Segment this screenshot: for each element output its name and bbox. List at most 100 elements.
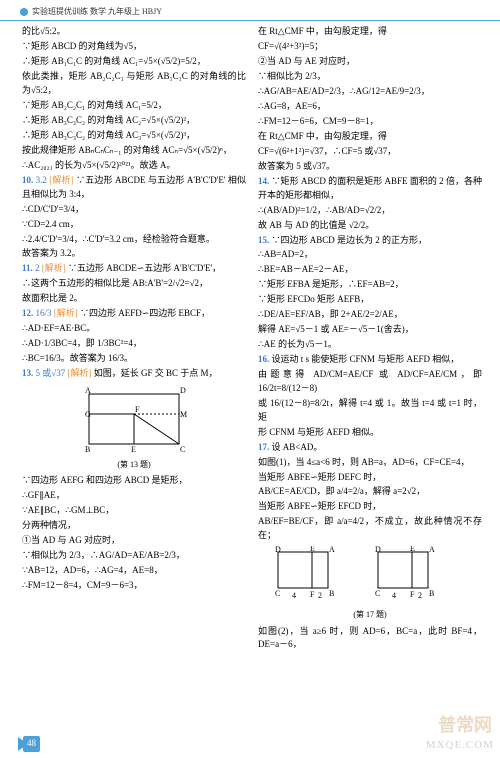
svg-text:B: B <box>329 589 334 598</box>
text: 设运动 t s 能使矩形 CFNM 与矩形 AEFD 相似， <box>272 354 460 364</box>
text-line: ∴BE=AB－AE=2－AE， <box>258 263 482 277</box>
text-line: ∴FM=12－8=4，CM=9－6=3， <box>22 579 246 593</box>
page-number: 48 <box>18 736 40 752</box>
text-line: 分两种情况， <box>22 519 246 533</box>
figure-17-label: (第 17 题) <box>258 609 482 621</box>
lbl-A: A <box>85 386 91 395</box>
text-line: ∵CD=2.4 cm， <box>22 218 246 232</box>
page-header: 实验班提优训练 数学 九年级上 HBJY <box>0 0 500 21</box>
text-line: CF=√(4²+3²)=5； <box>258 40 482 54</box>
text-line: 故面积比是 2。 <box>22 292 246 306</box>
text-line: ∵相似比为 2/3， <box>258 70 482 84</box>
q15: 15. ∵四边形 ABCD 是边长为 2 的正方形， <box>258 234 482 248</box>
hint-label: [解析] <box>54 308 78 318</box>
text-line: CF=√(6²+1²)=√37，∴CF=5 或√37， <box>258 145 482 159</box>
text-line: ∴AC₂₀₂₁ 的长为√5×(√5/2)²⁰²¹。故选 A。 <box>22 159 246 173</box>
qnum: 11. <box>22 263 33 273</box>
text: ∵四边形 ABCD 是边长为 2 的正方形， <box>272 235 428 245</box>
svg-text:F: F <box>410 590 415 599</box>
text-line: ∴CD/C'D'=3/4， <box>22 203 246 217</box>
text-line: ∵矩形 EFBA 是矩形，∴EF=AB=2， <box>258 278 482 292</box>
text-line: ∴GF∥AE， <box>22 489 246 503</box>
text-line: ∴DE/AE=EF/AB，即 2+AE/2=2/AE， <box>258 308 482 322</box>
text-line: ①当 AD 与 AG 对应时， <box>22 534 246 548</box>
svg-text:2: 2 <box>418 591 422 600</box>
text-line: ∴矩形 AB₃C₃C₂ 的对角线 AC₃=√5×(√5/2)³， <box>22 129 246 143</box>
text-line: ∵矩形 ABCD 的对角线为√5， <box>22 40 246 54</box>
right-column: 在 Rt△CMF 中，由勾股定理，得 CF=√(4²+3²)=5； ②当 AD … <box>258 25 482 653</box>
text-line: ∵相似比为 2/3，∴AG/AD=AE/AB=2/3， <box>22 549 246 563</box>
lbl-G: G <box>85 410 91 419</box>
q13: 13. 5 或√37 [解析] 如图，延长 GF 交 BC 于点 M， <box>22 367 246 381</box>
content-columns: 的比√5:2。 ∵矩形 ABCD 的对角线为√5， ∴矩形 AB₁C₁C 的对角… <box>0 21 500 657</box>
text-line: 当矩形 ABFE∽矩形 EFCD 时， <box>258 500 482 514</box>
qnum: 12. <box>22 308 33 318</box>
qnum: 15. <box>258 235 269 245</box>
text-line: ∵AB=12，AD=6，∴AG=4，AE=8， <box>22 564 246 578</box>
svg-text:A: A <box>329 546 335 554</box>
svg-text:C: C <box>375 589 380 598</box>
qnum: 16. <box>258 354 269 364</box>
text-line: 在 Rt△CMF 中，由勾股定理，得 <box>258 25 482 39</box>
hint-label: [解析] <box>42 263 66 273</box>
figure-17: D A C B E F 4 2 D A C B E F 4 2 (第 17 题) <box>258 546 482 621</box>
svg-text:B: B <box>429 589 434 598</box>
text-line: ∴FM=12－6=6，CM=9－8=1， <box>258 115 482 129</box>
text-line: ∴AG=8，AE=6， <box>258 100 482 114</box>
svg-text:2: 2 <box>318 591 322 600</box>
text-line: ∵矩形 AB₂C₂C₁ 的对角线 AC₁=5/2， <box>22 99 246 113</box>
svg-text:A: A <box>429 546 435 554</box>
lbl-M: M <box>180 410 187 419</box>
text-line: 依此类推，矩形 AB₂C₂C₁ 与矩形 AB₁C₁C 的对角线的比为√5:2， <box>22 70 246 98</box>
hint-label: [解析] <box>49 175 73 185</box>
text: 如图，延长 GF 交 BC 于点 M， <box>94 368 218 378</box>
qnum: 17. <box>258 442 269 452</box>
text-line: ∴2.4/C'D'=3/4，∴C'D'=3.2 cm，经检验符合题意。 <box>22 233 246 247</box>
svg-text:C: C <box>275 589 280 598</box>
qnum: 13. <box>22 368 33 378</box>
text-line: ∴这两个五边形的相似比是 AB:A'B'=2/√2=√2， <box>22 277 246 291</box>
lbl-C: C <box>180 445 185 454</box>
svg-text:F: F <box>310 590 315 599</box>
svg-text:D: D <box>275 546 281 554</box>
text-line: ∵矩形 EFCDo 矩形 AEFB， <box>258 293 482 307</box>
svg-text:4: 4 <box>292 591 296 600</box>
left-column: 的比√5:2。 ∵矩形 ABCD 的对角线为√5， ∴矩形 AB₁C₁C 的对角… <box>22 25 246 653</box>
text-line: 的比√5:2。 <box>22 25 246 39</box>
text: 设 AB<AD。 <box>272 442 323 452</box>
q12: 12. 16/3 [解析] ∵四边形 AEFD∽四边形 EBCF， <box>22 307 246 321</box>
text-line: AB/EF=BE/CF，即 a/a=4/2，不成立，故此种情况不存在； <box>258 515 482 543</box>
text-line: ∵四边形 AEFG 和四边形 ABCD 是矩形， <box>22 474 246 488</box>
figure-13: A D B C G F E M (第 13 题) <box>22 384 246 471</box>
text-line: 如图(2)，当 a≥6 时，则 AD=6，BC=a，此时 BF=4，DE=a－6… <box>258 625 482 653</box>
q11: 11. 2 [解析] ∵五边形 ABCDE∽五边形 A'B'C'D'E'， <box>22 262 246 276</box>
header-title: 实验班提优训练 数学 九年级上 HBJY <box>32 6 162 18</box>
qnum: 14. <box>258 176 269 186</box>
text-line: 解得 AE=√5－1 或 AE=－√5－1(舍去)， <box>258 323 482 337</box>
svg-text:E: E <box>410 546 415 553</box>
q16: 16. 设运动 t s 能使矩形 CFNM 与矩形 AEFD 相似， <box>258 353 482 367</box>
svg-text:4: 4 <box>392 591 396 600</box>
text-line: 当矩形 ABFE∽矩形 DEFC 时， <box>258 471 482 485</box>
text-line: ∴BC=16/3。故答案为 16/3。 <box>22 352 246 366</box>
text-line: 形 CFNM 与矩形 AEFD 相似。 <box>258 426 482 440</box>
text-line: 由题意得 AD/CM=AE/CF 或 AD/CF=AE/CM，即 16/2t=8… <box>258 368 482 396</box>
text-line: ∵AE∥BC，∴GM⊥BC， <box>22 504 246 518</box>
qnum: 10. <box>22 175 33 185</box>
text-line: ∴矩形 AB₁C₁C 的对角线 AC₁=√5×(√5/2)=5/2， <box>22 55 246 69</box>
text-line: 故答案为 5 或√37。 <box>258 160 482 174</box>
q14: 14. ∵矩形 ABCD 的面积是矩形 ABFE 面积的 2 倍，各种开本的矩形… <box>258 175 482 203</box>
text-line: 故 AB 与 AD 的比值是 √2/2。 <box>258 219 482 233</box>
text-line: 故答案为 3.2。 <box>22 247 246 261</box>
text-line: ∴AD·1/3BC=4，即 1/3BC²=4， <box>22 337 246 351</box>
svg-text:E: E <box>310 546 315 553</box>
q17: 17. 设 AB<AD。 <box>258 441 482 455</box>
lbl-D: D <box>180 386 186 395</box>
text-line: ∴AB=AD=2， <box>258 248 482 262</box>
answer: 3.2 <box>36 175 47 185</box>
text-line: 按此规律矩形 ABₙCₙCₙ₋₁ 的对角线 ACₙ=√5×(√5/2)ⁿ， <box>22 144 246 158</box>
lbl-E: E <box>131 445 136 454</box>
text-line: AB/CE=AE/CD，即 a/4=2/a，解得 a=2√2， <box>258 485 482 499</box>
text-line: 在 Rt△CMF 中，由勾股定理，得 <box>258 130 482 144</box>
lbl-B: B <box>85 445 90 454</box>
